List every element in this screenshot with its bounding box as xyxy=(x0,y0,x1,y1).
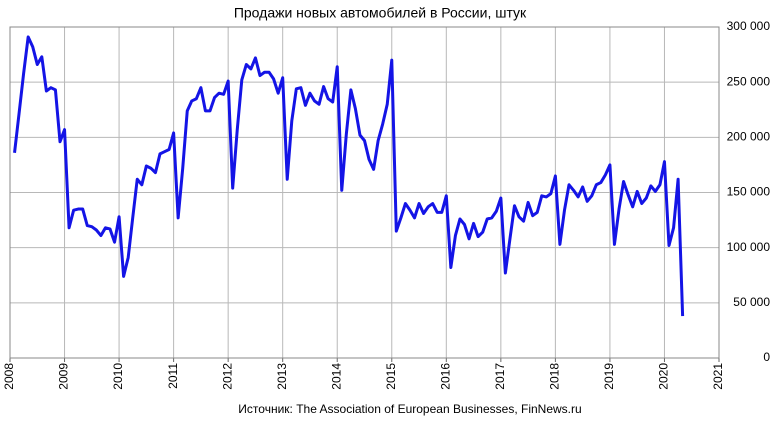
y-tick-label: 100 000 xyxy=(727,240,771,254)
x-tick-label: 2018 xyxy=(548,363,562,390)
x-tick-label: 2013 xyxy=(275,363,289,390)
x-tick-label: 2014 xyxy=(329,363,343,390)
x-tick-label: 2016 xyxy=(438,363,452,390)
y-tick-label: 0 xyxy=(763,350,770,364)
data-line xyxy=(13,35,685,317)
y-tick-label: 250 000 xyxy=(727,74,771,88)
x-tick-label: 2011 xyxy=(166,363,180,389)
y-tick-label: 300 000 xyxy=(727,19,771,33)
y-tick-label: 200 000 xyxy=(727,130,771,144)
y-tick-label: 150 000 xyxy=(727,185,771,199)
x-tick-label: 2021 xyxy=(711,363,725,390)
x-tick-label: 2017 xyxy=(493,363,507,390)
x-tick-label: 2008 xyxy=(2,363,16,390)
x-tick-label: 2019 xyxy=(602,363,616,390)
x-tick-label: 2015 xyxy=(384,363,398,390)
plot-border xyxy=(9,26,720,359)
source-note: Источник: The Association of European Bu… xyxy=(238,402,581,416)
x-tick-label: 2010 xyxy=(111,363,125,390)
x-tick-label: 2020 xyxy=(657,363,671,390)
chart-title: Продажи новых автомобилей в России, штук xyxy=(234,5,527,21)
x-tick-label: 2012 xyxy=(220,363,234,390)
x-tick-label: 2009 xyxy=(57,363,71,390)
y-tick-label: 50 000 xyxy=(733,295,770,309)
